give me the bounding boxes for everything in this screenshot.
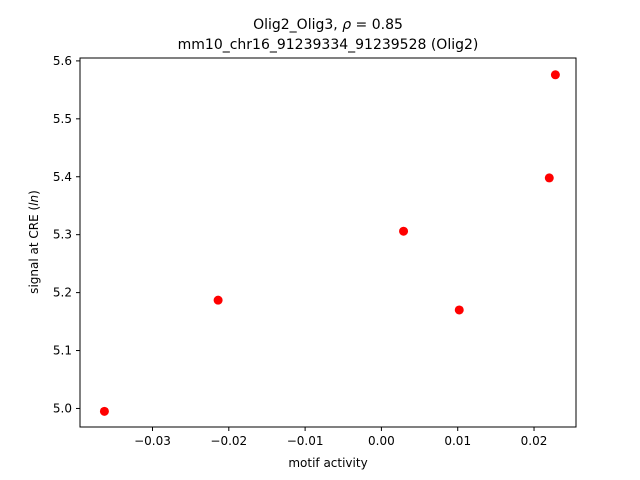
y-tick-label: 5.6 (53, 54, 72, 68)
y-tick-label: 5.5 (53, 112, 72, 126)
y-axis: 5.0 5.1 5.2 5.3 5.4 5.5 5.6 (53, 54, 80, 415)
y-tick-label: 5.4 (53, 170, 72, 184)
x-tick-label: −0.03 (134, 434, 171, 448)
data-point (550, 70, 560, 80)
data-point (454, 305, 464, 315)
y-tick-label: 5.1 (53, 344, 72, 358)
chart-title-line1: Olig2_Olig3, ρ = 0.85 (253, 17, 403, 33)
data-point (213, 295, 223, 305)
data-points (99, 70, 560, 416)
plot-area (79, 57, 577, 428)
chart-title-line2: mm10_chr16_91239334_91239528 (Olig2) (178, 37, 479, 53)
y-tick-label: 5.2 (53, 286, 72, 300)
x-tick-label: −0.02 (210, 434, 247, 448)
x-axis-label: motif activity (288, 456, 367, 470)
y-tick-label: 5.0 (53, 401, 72, 415)
x-tick-label: 0.00 (368, 434, 395, 448)
x-tick-label: −0.01 (287, 434, 324, 448)
x-tick-label: 0.02 (521, 434, 548, 448)
data-point (544, 173, 554, 183)
x-axis: −0.03 −0.02 −0.01 0.00 0.01 0.02 (134, 427, 547, 448)
y-tick-label: 5.3 (53, 228, 72, 242)
data-point (399, 226, 409, 236)
data-point (99, 406, 109, 416)
y-axis-label: signal at CRE (ln) (27, 190, 41, 294)
x-tick-label: 0.01 (444, 434, 471, 448)
